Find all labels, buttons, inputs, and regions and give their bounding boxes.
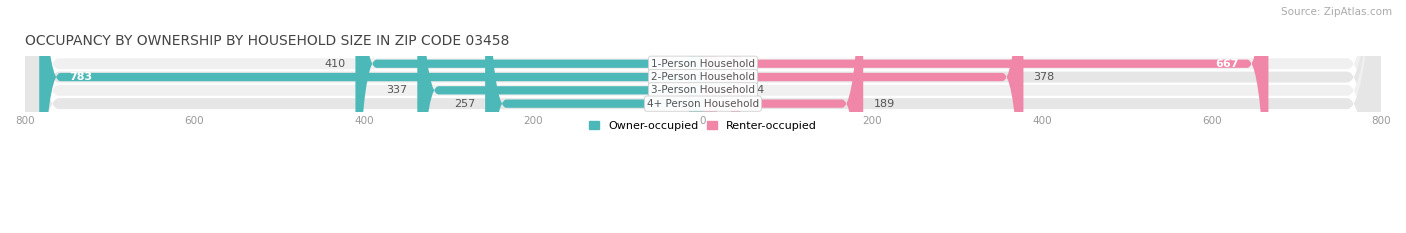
FancyBboxPatch shape	[25, 0, 1381, 233]
Legend: Owner-occupied, Renter-occupied: Owner-occupied, Renter-occupied	[585, 116, 821, 135]
FancyBboxPatch shape	[703, 0, 1024, 233]
Text: 783: 783	[69, 72, 91, 82]
Text: 410: 410	[325, 59, 346, 69]
Text: 667: 667	[1215, 59, 1239, 69]
FancyBboxPatch shape	[25, 0, 1381, 233]
Text: 189: 189	[873, 99, 894, 109]
FancyBboxPatch shape	[485, 0, 703, 233]
Text: 4+ Person Household: 4+ Person Household	[647, 99, 759, 109]
Text: 3-Person Household: 3-Person Household	[651, 85, 755, 95]
FancyBboxPatch shape	[25, 0, 1381, 233]
Text: 378: 378	[1033, 72, 1054, 82]
FancyBboxPatch shape	[703, 0, 741, 233]
Text: OCCUPANCY BY OWNERSHIP BY HOUSEHOLD SIZE IN ZIP CODE 03458: OCCUPANCY BY OWNERSHIP BY HOUSEHOLD SIZE…	[25, 34, 509, 48]
FancyBboxPatch shape	[25, 0, 1381, 233]
FancyBboxPatch shape	[418, 0, 703, 233]
FancyBboxPatch shape	[703, 0, 863, 233]
FancyBboxPatch shape	[703, 0, 1268, 233]
Text: 44: 44	[751, 85, 765, 95]
Text: 257: 257	[454, 99, 475, 109]
Text: 1-Person Household: 1-Person Household	[651, 59, 755, 69]
FancyBboxPatch shape	[356, 0, 703, 233]
Text: 337: 337	[387, 85, 408, 95]
Text: Source: ZipAtlas.com: Source: ZipAtlas.com	[1281, 7, 1392, 17]
Text: 2-Person Household: 2-Person Household	[651, 72, 755, 82]
FancyBboxPatch shape	[39, 0, 703, 233]
